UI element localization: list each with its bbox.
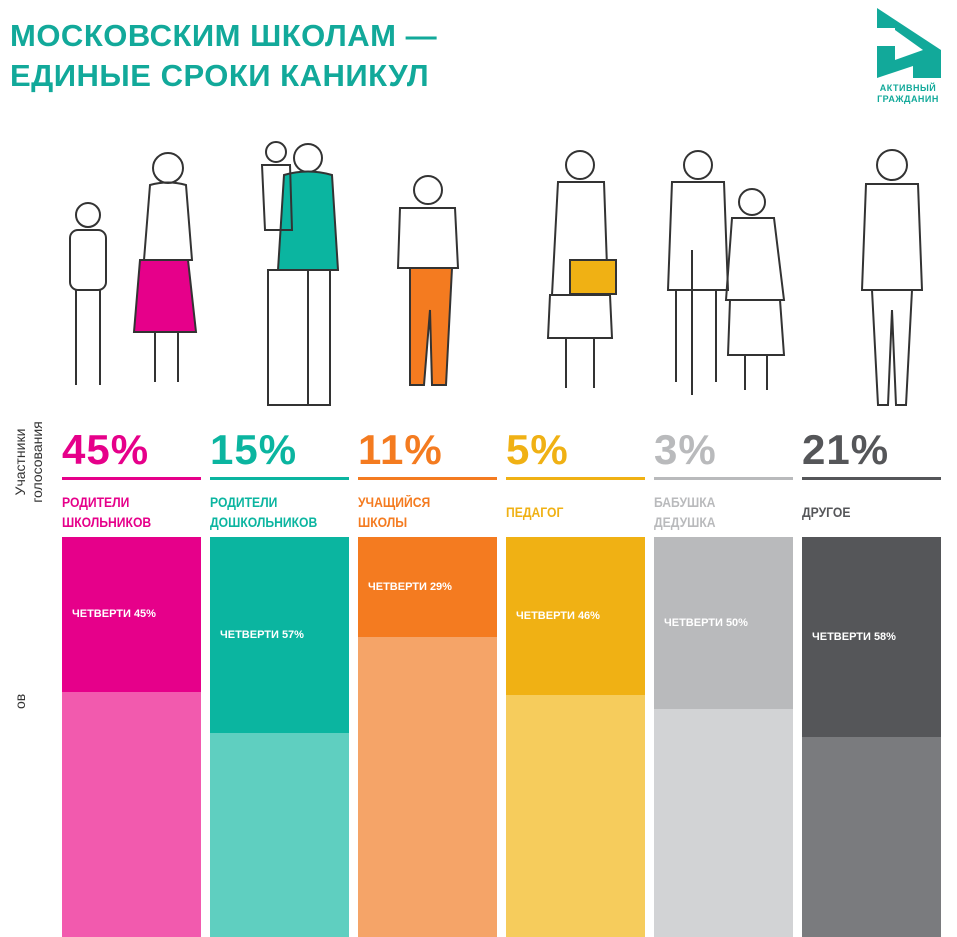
grandmother-figure bbox=[724, 188, 786, 390]
divider bbox=[802, 477, 941, 480]
father-figure bbox=[260, 141, 340, 406]
participants-axis-label: Участники голосования bbox=[12, 421, 45, 503]
group-label: ДРУГОЕ bbox=[802, 505, 851, 520]
group-percent: 45% bbox=[62, 426, 150, 473]
group-percent: 15% bbox=[210, 426, 298, 473]
group-percent: 21% bbox=[802, 426, 890, 473]
page-title: МОСКОВСКИМ ШКОЛАМ — ЕДИНЫЕ СРОКИ КАНИКУЛ bbox=[10, 18, 438, 93]
mother-figure bbox=[132, 152, 198, 382]
group-label: РОДИТЕЛИ ШКОЛЬНИКОВ bbox=[62, 495, 152, 530]
child-figure bbox=[69, 202, 107, 385]
grandfather-figure bbox=[666, 150, 730, 395]
people-illustration bbox=[69, 141, 924, 406]
bar-segment-other bbox=[210, 733, 349, 937]
bar: ЧЕТВЕРТИ 57% bbox=[210, 537, 349, 937]
bar-label: ЧЕТВЕРТИ 57% bbox=[220, 629, 304, 642]
bar-label: ЧЕТВЕРТИ 58% bbox=[812, 630, 896, 643]
group-label: УЧАЩИЙСЯ ШКОЛЫ bbox=[358, 495, 431, 530]
bar-label: ЧЕТВЕРТИ 50% bbox=[664, 617, 748, 629]
bar: ЧЕТВЕРТИ 45% bbox=[62, 537, 201, 937]
divider bbox=[506, 477, 645, 480]
other-figure bbox=[860, 149, 924, 406]
group-column: 45% РОДИТЕЛИ ШКОЛЬНИКОВ ЧЕТВЕРТИ 45% bbox=[62, 425, 201, 937]
group-percent: 3% bbox=[654, 426, 717, 473]
bar-label: ЧЕТВЕРТИ 46% bbox=[516, 610, 600, 623]
bar-segment-other bbox=[654, 709, 793, 937]
cut-axis-label: ов bbox=[12, 693, 28, 709]
student-figure bbox=[396, 175, 460, 386]
group-label: РОДИТЕЛИ ДОШКОЛЬНИКОВ bbox=[210, 495, 318, 530]
bar-segment-other bbox=[358, 636, 497, 937]
teacher-figure bbox=[546, 150, 617, 388]
group-column: 21% ДРУГОЕ ЧЕТВЕРТИ 58% bbox=[802, 425, 941, 937]
group-label: БАБУШКА ДЕДУШКА bbox=[654, 495, 716, 530]
group-column: 3% БАБУШКА ДЕДУШКА ЧЕТВЕРТИ 50% bbox=[654, 425, 793, 937]
bar-segment-other bbox=[802, 736, 941, 937]
bar-segment-quarters bbox=[654, 537, 793, 709]
divider bbox=[62, 477, 201, 480]
group-label: ПЕДАГОГ bbox=[506, 505, 564, 520]
group-column: 11% УЧАЩИЙСЯ ШКОЛЫ ЧЕТВЕРТИ 29% bbox=[358, 425, 497, 937]
bar: ЧЕТВЕРТИ 58% bbox=[802, 537, 941, 937]
bar-segment-other bbox=[506, 695, 645, 937]
bar-segment-quarters bbox=[802, 537, 941, 737]
divider bbox=[654, 477, 793, 480]
logo-a-icon bbox=[877, 8, 941, 78]
bar-segment-quarters bbox=[62, 537, 201, 692]
group-percent: 11% bbox=[358, 426, 443, 473]
bar-segment-quarters bbox=[210, 537, 349, 734]
divider bbox=[210, 477, 349, 480]
divider bbox=[358, 477, 497, 480]
bar: ЧЕТВЕРТИ 46% bbox=[506, 537, 645, 937]
bar: ЧЕТВЕРТИ 50% bbox=[654, 537, 793, 937]
bar: ЧЕТВЕРТИ 29% bbox=[358, 537, 497, 937]
bar-label: ЧЕТВЕРТИ 29% bbox=[368, 580, 452, 593]
group-column: 15% РОДИТЕЛИ ДОШКОЛЬНИКОВ ЧЕТВЕРТИ 57% bbox=[210, 425, 349, 937]
bar-segment-quarters bbox=[506, 537, 645, 696]
logo: АКТИВНЫЙ ГРАЖДАНИН bbox=[868, 6, 948, 105]
bar-segment-other bbox=[62, 691, 201, 937]
bar-label: ЧЕТВЕРТИ 45% bbox=[72, 608, 156, 621]
group-column: 5% ПЕДАГОГ ЧЕТВЕРТИ 46% bbox=[506, 425, 645, 937]
group-percent: 5% bbox=[506, 426, 569, 473]
bar-segment-quarters bbox=[358, 537, 497, 637]
